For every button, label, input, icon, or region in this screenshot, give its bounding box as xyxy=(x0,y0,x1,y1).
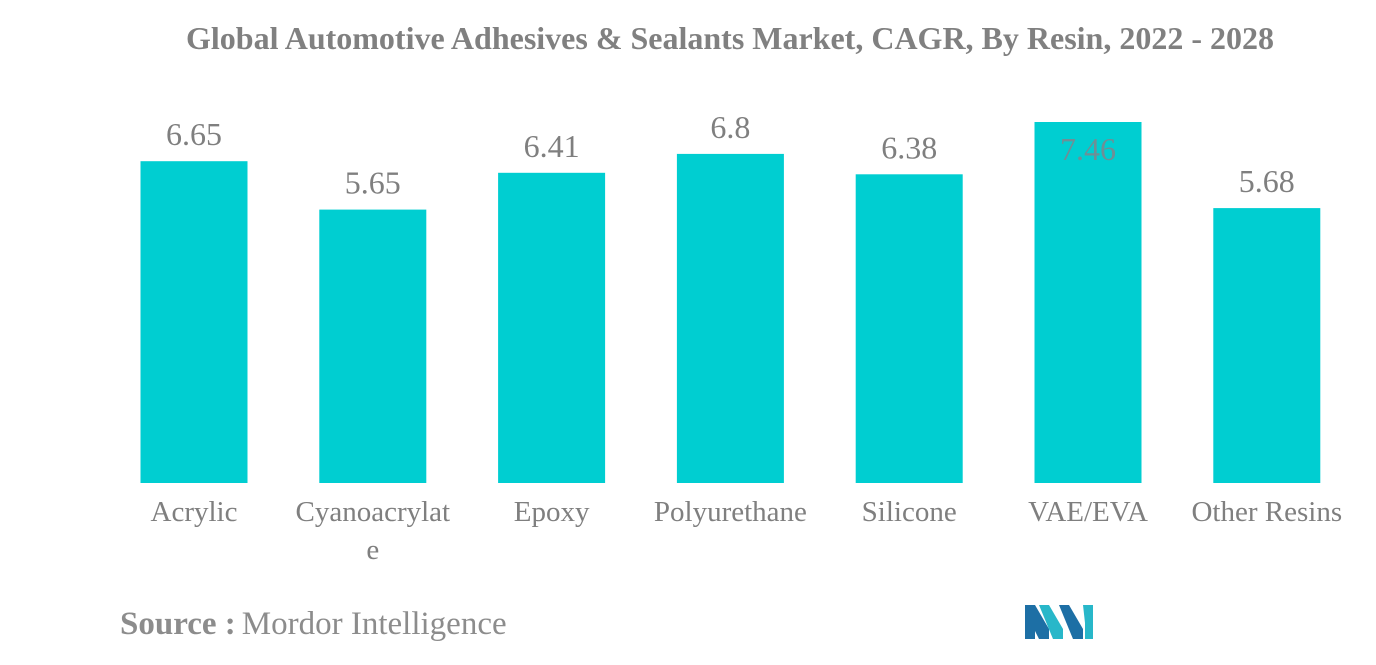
category-label-6: Other Resins xyxy=(1191,496,1342,528)
value-label-3: 6.8 xyxy=(710,109,750,145)
category-label-0: Acrylic xyxy=(151,496,238,528)
category-label-1-line-1: e xyxy=(366,534,379,566)
category-label-4: Silicone xyxy=(862,496,957,528)
mordor-intelligence-logo-icon xyxy=(1025,605,1093,639)
source-label: Source : xyxy=(120,606,236,642)
bars-layer xyxy=(140,122,1321,484)
source-note: Source : Mordor Intelligence xyxy=(120,606,507,643)
bar-6 xyxy=(1213,208,1321,483)
bar-3 xyxy=(676,153,784,483)
bar-chart: 6.65 5.65 6.41 6.8 6.38 7.46 5.68 Acrylic Cyano… xyxy=(140,109,1343,566)
value-label-2: 6.41 xyxy=(524,128,580,164)
bar-4 xyxy=(855,174,963,484)
value-label-4: 6.38 xyxy=(881,129,937,165)
value-label-0: 6.65 xyxy=(166,116,222,152)
bar-1 xyxy=(319,209,427,483)
category-label-1-line-0: Cyanoacrylat xyxy=(295,496,450,528)
category-labels-layer: Acrylic Cyanoacrylat e Epoxy Polyurethane Sil… xyxy=(151,496,1343,566)
bar-2 xyxy=(498,172,606,484)
value-label-6: 5.68 xyxy=(1239,163,1295,199)
bar-0 xyxy=(140,161,248,483)
value-label-1: 5.65 xyxy=(345,165,401,201)
category-label-5: VAE/EVA xyxy=(1028,496,1148,528)
chart-title: Global Automotive Adhesives & Sealants M… xyxy=(186,20,1274,56)
value-labels-layer: 6.65 5.65 6.41 6.8 6.38 7.46 5.68 xyxy=(166,109,1295,201)
bar-5 xyxy=(1034,122,1142,483)
category-label-2: Epoxy xyxy=(514,496,590,528)
source-text: Mordor Intelligence xyxy=(241,606,507,642)
category-label-3: Polyurethane xyxy=(654,496,807,528)
value-label-5: 7.46 xyxy=(1060,131,1116,167)
